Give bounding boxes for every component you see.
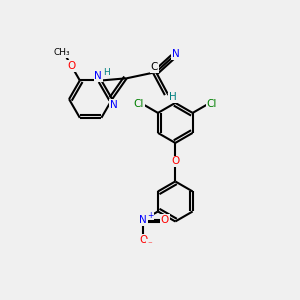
Text: Cl: Cl [134, 99, 144, 110]
Text: N: N [140, 215, 147, 225]
Text: H: H [103, 68, 110, 77]
Text: CH₃: CH₃ [54, 48, 70, 57]
Text: N: N [94, 71, 102, 81]
Text: O: O [139, 235, 147, 245]
Text: ⁻: ⁻ [147, 240, 152, 249]
Text: C: C [151, 62, 158, 73]
Text: O: O [171, 156, 179, 167]
Text: H: H [169, 92, 177, 102]
Text: N: N [110, 100, 118, 110]
Text: Cl: Cl [207, 99, 217, 110]
Text: O: O [161, 215, 169, 225]
Text: +: + [147, 211, 153, 220]
Text: O: O [67, 61, 76, 71]
Text: N: N [172, 50, 180, 59]
